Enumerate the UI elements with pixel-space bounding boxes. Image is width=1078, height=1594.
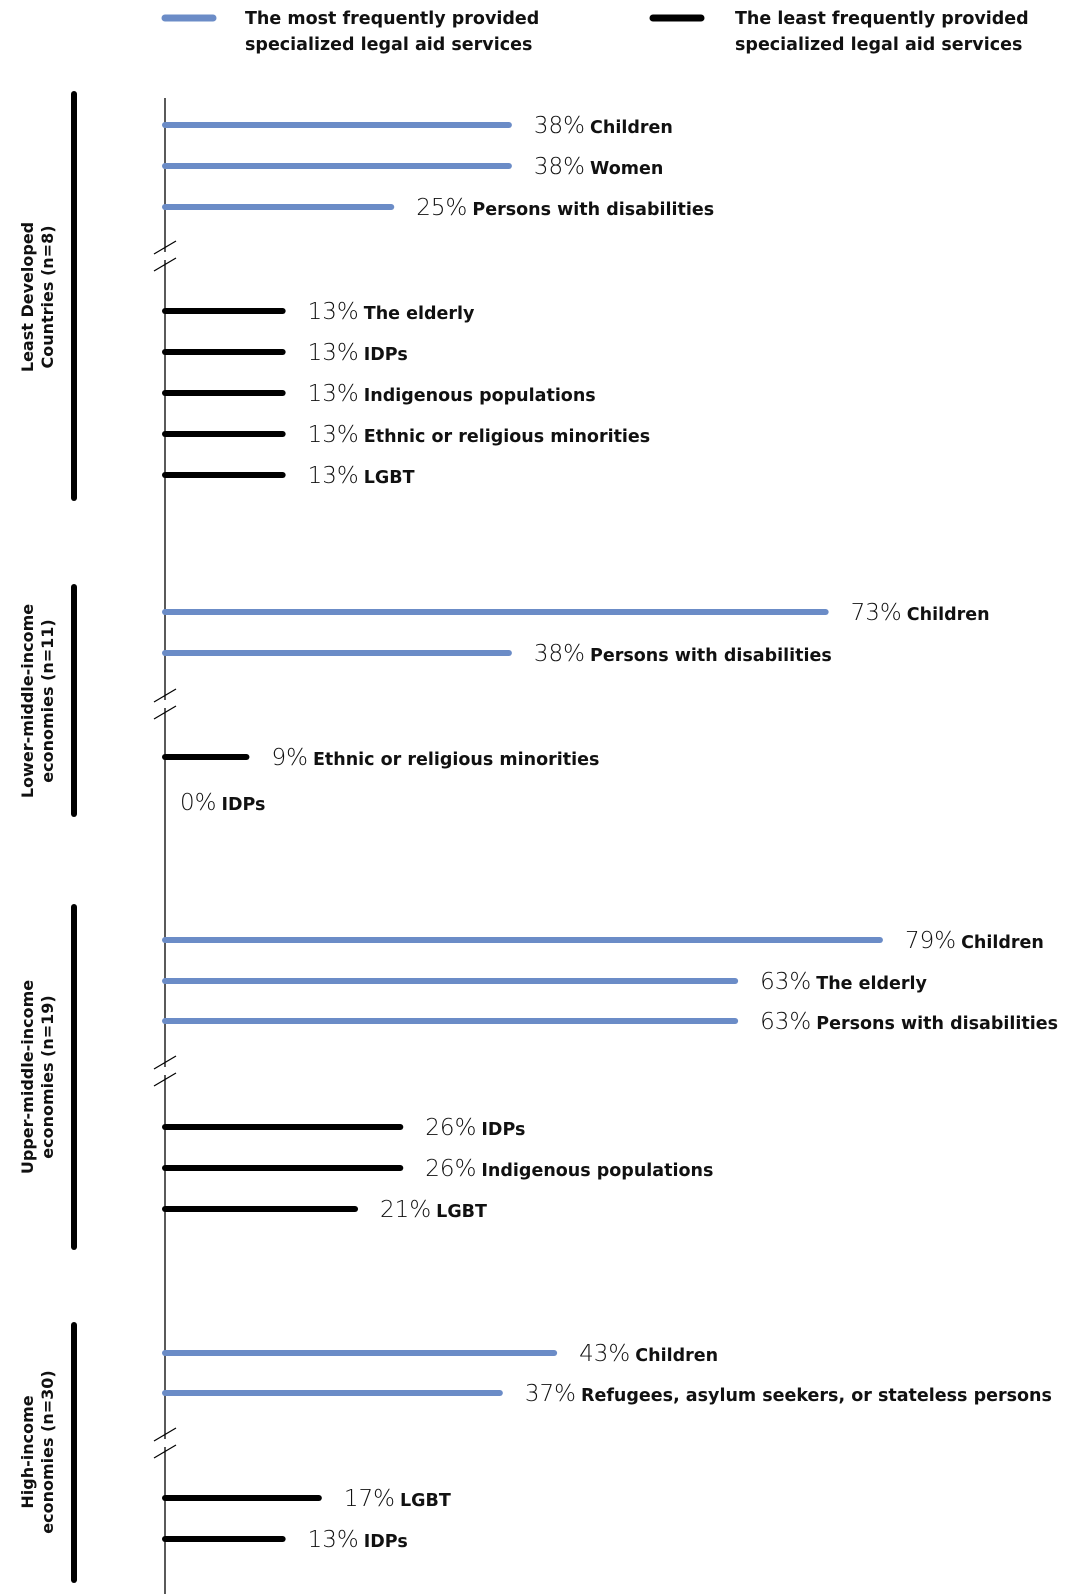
axis-break-mark: [153, 257, 177, 272]
axis-break-mark: [153, 705, 177, 720]
bar-category: IDPs: [481, 1120, 525, 1140]
group-title-line: economies (n=30): [38, 1370, 57, 1534]
axis-break-mark: [153, 1072, 177, 1087]
bar-value: 13%: [308, 1527, 359, 1553]
bar-category: Ethnic or religious minorities: [364, 427, 650, 447]
bar-value: 13%: [308, 381, 359, 407]
bar-category: Children: [907, 605, 990, 625]
bar-value-label: 0% IDPs: [180, 790, 265, 816]
bar-value-label: 21% LGBT: [380, 1197, 487, 1223]
group-title-line: High-income: [18, 1395, 37, 1508]
bar-value-label: 63% Persons with disabilities: [760, 1009, 1058, 1035]
legend-label-most: The most frequently provided: [245, 9, 539, 29]
bar-value-label: 13% Ethnic or religious minorities: [308, 422, 651, 448]
bar-category: IDPs: [222, 795, 266, 815]
bar-value-label: 25% Persons with disabilities: [416, 195, 714, 221]
bar-category: Refugees, asylum seekers, or stateless p…: [581, 1386, 1052, 1406]
bar-value-label: 9% Ethnic or religious minorities: [271, 745, 599, 771]
bar-value: 38%: [534, 113, 585, 139]
bar-category: Ethnic or religious minorities: [313, 750, 599, 770]
bar-category: Children: [635, 1346, 718, 1366]
group-title: Lower-middle-incomeeconomies (n=11): [18, 604, 57, 798]
bar-value: 26%: [425, 1115, 476, 1141]
bar-category: IDPs: [364, 345, 408, 365]
axis-break-gap: [160, 252, 170, 260]
bar-value: 9%: [271, 745, 308, 771]
axis-break-mark: [153, 240, 177, 255]
bar-value: 73%: [851, 600, 902, 626]
bar-value-label: 43% Children: [579, 1341, 718, 1367]
group-title-line: Least Developed: [18, 222, 37, 372]
bar-category: The elderly: [364, 304, 475, 324]
bar-value: 43%: [579, 1341, 630, 1367]
group-title: Upper-middle-incomeeconomies (n=19): [18, 980, 57, 1174]
bar-value-label: 13% IDPs: [308, 1527, 408, 1553]
bar-value: 25%: [416, 195, 467, 221]
bar-value: 79%: [905, 928, 956, 954]
axis-break-mark: [153, 1055, 177, 1070]
group-title: Least DevelopedCountries (n=8): [18, 222, 57, 372]
bar-category: The elderly: [816, 974, 927, 994]
bar-value: 38%: [534, 154, 585, 180]
bar-category: Persons with disabilities: [472, 200, 714, 220]
bar-value: 13%: [308, 340, 359, 366]
bar-category: Children: [590, 118, 673, 138]
bar-value-label: 38% Women: [534, 154, 663, 180]
legend-label-most: specialized legal aid services: [245, 35, 532, 55]
bar-value: 38%: [534, 641, 585, 667]
bar-value-label: 13% LGBT: [308, 463, 415, 489]
bar-value: 37%: [525, 1381, 576, 1407]
bar-value-label: 63% The elderly: [760, 969, 927, 995]
bar-value-label: 37% Refugees, asylum seekers, or stateles…: [525, 1381, 1052, 1407]
bar-category: Women: [590, 159, 663, 179]
axis-break-gap: [160, 1439, 170, 1447]
bar-value-label: 13% The elderly: [308, 299, 475, 325]
bar-value: 21%: [380, 1197, 431, 1223]
bar-value: 63%: [760, 1009, 811, 1035]
bar-category: LGBT: [364, 468, 415, 488]
group-title: High-incomeeconomies (n=30): [18, 1370, 57, 1534]
bar-category: LGBT: [400, 1491, 451, 1511]
bar-category: LGBT: [436, 1202, 487, 1222]
bar-value: 63%: [760, 969, 811, 995]
bar-category: Persons with disabilities: [590, 646, 832, 666]
bar-value: 13%: [308, 463, 359, 489]
bar-category: Indigenous populations: [364, 386, 596, 406]
bar-value: 0%: [180, 790, 217, 816]
axis-break-mark: [153, 688, 177, 703]
bar-category: Persons with disabilities: [816, 1014, 1058, 1034]
bar-value-label: 13% Indigenous populations: [308, 381, 596, 407]
bar-value: 26%: [425, 1156, 476, 1182]
group-title-line: Countries (n=8): [38, 225, 57, 368]
axis-break-mark: [153, 1444, 177, 1459]
legend-label-least: specialized legal aid services: [735, 35, 1022, 55]
axis-break-gap: [160, 700, 170, 708]
bar-value-label: 13% IDPs: [308, 340, 408, 366]
group-title-line: Lower-middle-income: [18, 604, 37, 798]
group-title-line: economies (n=19): [38, 995, 57, 1159]
group-title-line: economies (n=11): [38, 619, 57, 783]
bar-category: Indigenous populations: [481, 1161, 713, 1181]
legend-label-least: The least frequently provided: [735, 9, 1029, 29]
axis-break-mark: [153, 1427, 177, 1442]
axis-break-gap: [160, 1067, 170, 1075]
bar-value-label: 26% Indigenous populations: [425, 1156, 713, 1182]
bar-value-label: 73% Children: [851, 600, 990, 626]
group-title-line: Upper-middle-income: [18, 980, 37, 1174]
bar-value-label: 17% LGBT: [344, 1486, 451, 1512]
bar-value-label: 26% IDPs: [425, 1115, 525, 1141]
bar-value-label: 38% Persons with disabilities: [534, 641, 832, 667]
bar-category: IDPs: [364, 1532, 408, 1552]
bar-value: 13%: [308, 422, 359, 448]
bar-category: Children: [961, 933, 1044, 953]
bar-value: 17%: [344, 1486, 395, 1512]
bar-value-label: 79% Children: [905, 928, 1044, 954]
bar-value: 13%: [308, 299, 359, 325]
bar-value-label: 38% Children: [534, 113, 673, 139]
